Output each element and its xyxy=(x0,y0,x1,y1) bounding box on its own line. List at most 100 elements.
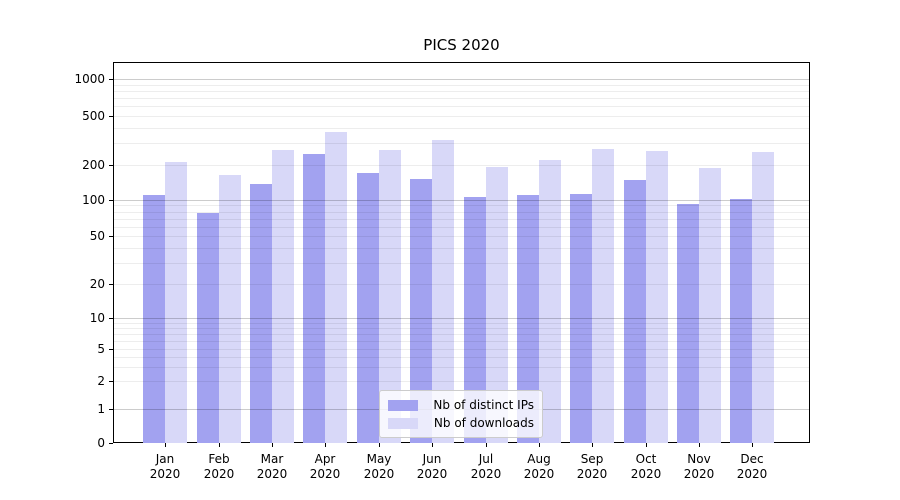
x-tick-label: Jun 2020 xyxy=(416,452,448,481)
y-tick-mark xyxy=(109,318,113,319)
bar-mar-2020-nb-of-downloads xyxy=(272,150,294,443)
y-tick-mark xyxy=(109,284,113,285)
y-tick-mark xyxy=(109,116,113,117)
x-tick-label: Jan 2020 xyxy=(149,452,181,481)
bar-nov-2020-nb-of-distinct-ips xyxy=(677,204,699,443)
y-tick-label: 100 xyxy=(82,193,105,207)
bar-mar-2020-nb-of-distinct-ips xyxy=(250,184,272,443)
x-tick-label: May 2020 xyxy=(363,452,395,481)
x-tick-label: Apr 2020 xyxy=(309,452,341,481)
y-tick-label: 1 xyxy=(97,402,105,416)
minor-gridline xyxy=(113,91,810,92)
minor-gridline xyxy=(113,128,810,129)
bar-jun-2020-nb-of-distinct-ips xyxy=(410,179,432,443)
minor-gridline xyxy=(113,248,810,249)
bar-dec-2020-nb-of-downloads xyxy=(752,152,774,443)
minor-gridline xyxy=(113,116,810,117)
y-tick-mark xyxy=(109,381,113,382)
bar-aug-2020-nb-of-distinct-ips xyxy=(517,195,539,443)
y-tick-mark xyxy=(109,443,113,444)
y-tick-label: 500 xyxy=(82,109,105,123)
x-tick-mark xyxy=(432,443,433,447)
major-gridline xyxy=(113,200,810,201)
minor-gridline xyxy=(113,328,810,329)
x-tick-mark xyxy=(165,443,166,447)
x-tick-mark xyxy=(699,443,700,447)
legend-label: Nb of downloads xyxy=(433,416,534,430)
x-tick-label: Dec 2020 xyxy=(736,452,768,481)
minor-gridline xyxy=(113,227,810,228)
x-tick-label: Feb 2020 xyxy=(203,452,235,481)
x-tick-mark xyxy=(272,443,273,447)
y-tick-label: 2 xyxy=(97,374,105,388)
x-tick-mark xyxy=(325,443,326,447)
y-tick-mark xyxy=(109,409,113,410)
y-tick-label: 0 xyxy=(97,436,105,450)
x-tick-label: Mar 2020 xyxy=(256,452,288,481)
bar-oct-2020-nb-of-distinct-ips xyxy=(624,180,646,443)
major-gridline xyxy=(113,79,810,80)
x-tick-mark xyxy=(539,443,540,447)
bar-nov-2020-nb-of-downloads xyxy=(699,168,721,443)
minor-gridline xyxy=(113,236,810,237)
minor-gridline xyxy=(113,98,810,99)
y-tick-label: 50 xyxy=(89,229,105,243)
minor-gridline xyxy=(113,349,810,350)
bar-sep-2020-nb-of-downloads xyxy=(592,149,614,443)
minor-gridline xyxy=(113,106,810,107)
minor-gridline xyxy=(113,212,810,213)
x-tick-label: Nov 2020 xyxy=(683,452,715,481)
bar-sep-2020-nb-of-distinct-ips xyxy=(570,194,592,443)
bar-apr-2020-nb-of-downloads xyxy=(325,132,347,443)
bar-jun-2020-nb-of-downloads xyxy=(432,140,454,443)
y-tick-mark xyxy=(109,200,113,201)
x-tick-mark xyxy=(486,443,487,447)
bar-apr-2020-nb-of-distinct-ips xyxy=(303,154,325,443)
legend-label: Nb of distinct IPs xyxy=(433,398,534,412)
y-tick-label: 20 xyxy=(89,277,105,291)
bar-may-2020-nb-of-distinct-ips xyxy=(357,173,379,443)
minor-gridline xyxy=(113,367,810,368)
minor-gridline xyxy=(113,341,810,342)
x-tick-label: Oct 2020 xyxy=(630,452,662,481)
bar-jan-2020-nb-of-downloads xyxy=(165,162,187,443)
x-tick-label: Aug 2020 xyxy=(523,452,555,481)
legend-swatch-nb-of-downloads xyxy=(388,417,418,429)
y-tick-label: 1000 xyxy=(74,72,105,86)
y-tick-mark xyxy=(109,79,113,80)
bar-feb-2020-nb-of-downloads xyxy=(219,175,241,443)
minor-gridline xyxy=(113,323,810,324)
y-tick-mark xyxy=(109,165,113,166)
legend: Nb of distinct IPs Nb of downloads xyxy=(379,390,543,438)
legend-swatch-nb-of-distinct-ips xyxy=(388,399,418,411)
minor-gridline xyxy=(113,284,810,285)
bar-aug-2020-nb-of-downloads xyxy=(539,160,561,443)
y-tick-label: 10 xyxy=(89,311,105,325)
minor-gridline xyxy=(113,85,810,86)
minor-gridline xyxy=(113,263,810,264)
bar-jan-2020-nb-of-distinct-ips xyxy=(143,195,165,443)
minor-gridline xyxy=(113,205,810,206)
bar-oct-2020-nb-of-downloads xyxy=(646,151,668,443)
minor-gridline xyxy=(113,219,810,220)
bar-jul-2020-nb-of-downloads xyxy=(486,167,508,443)
legend-item-nb-of-downloads: Nb of downloads xyxy=(388,414,534,432)
minor-gridline xyxy=(113,165,810,166)
y-tick-label: 5 xyxy=(97,342,105,356)
x-tick-mark xyxy=(646,443,647,447)
y-tick-mark xyxy=(109,349,113,350)
x-tick-mark xyxy=(592,443,593,447)
bar-may-2020-nb-of-downloads xyxy=(379,150,401,443)
legend-item-nb-of-distinct-ips: Nb of distinct IPs xyxy=(388,396,534,414)
bar-dec-2020-nb-of-distinct-ips xyxy=(730,199,752,443)
x-tick-mark xyxy=(219,443,220,447)
bar-jul-2020-nb-of-distinct-ips xyxy=(464,197,486,443)
bar-feb-2020-nb-of-distinct-ips xyxy=(197,213,219,443)
y-tick-mark xyxy=(109,236,113,237)
minor-gridline xyxy=(113,381,810,382)
minor-gridline xyxy=(113,334,810,335)
x-tick-label: Sep 2020 xyxy=(576,452,608,481)
minor-gridline xyxy=(113,143,810,144)
y-tick-label: 200 xyxy=(82,158,105,172)
